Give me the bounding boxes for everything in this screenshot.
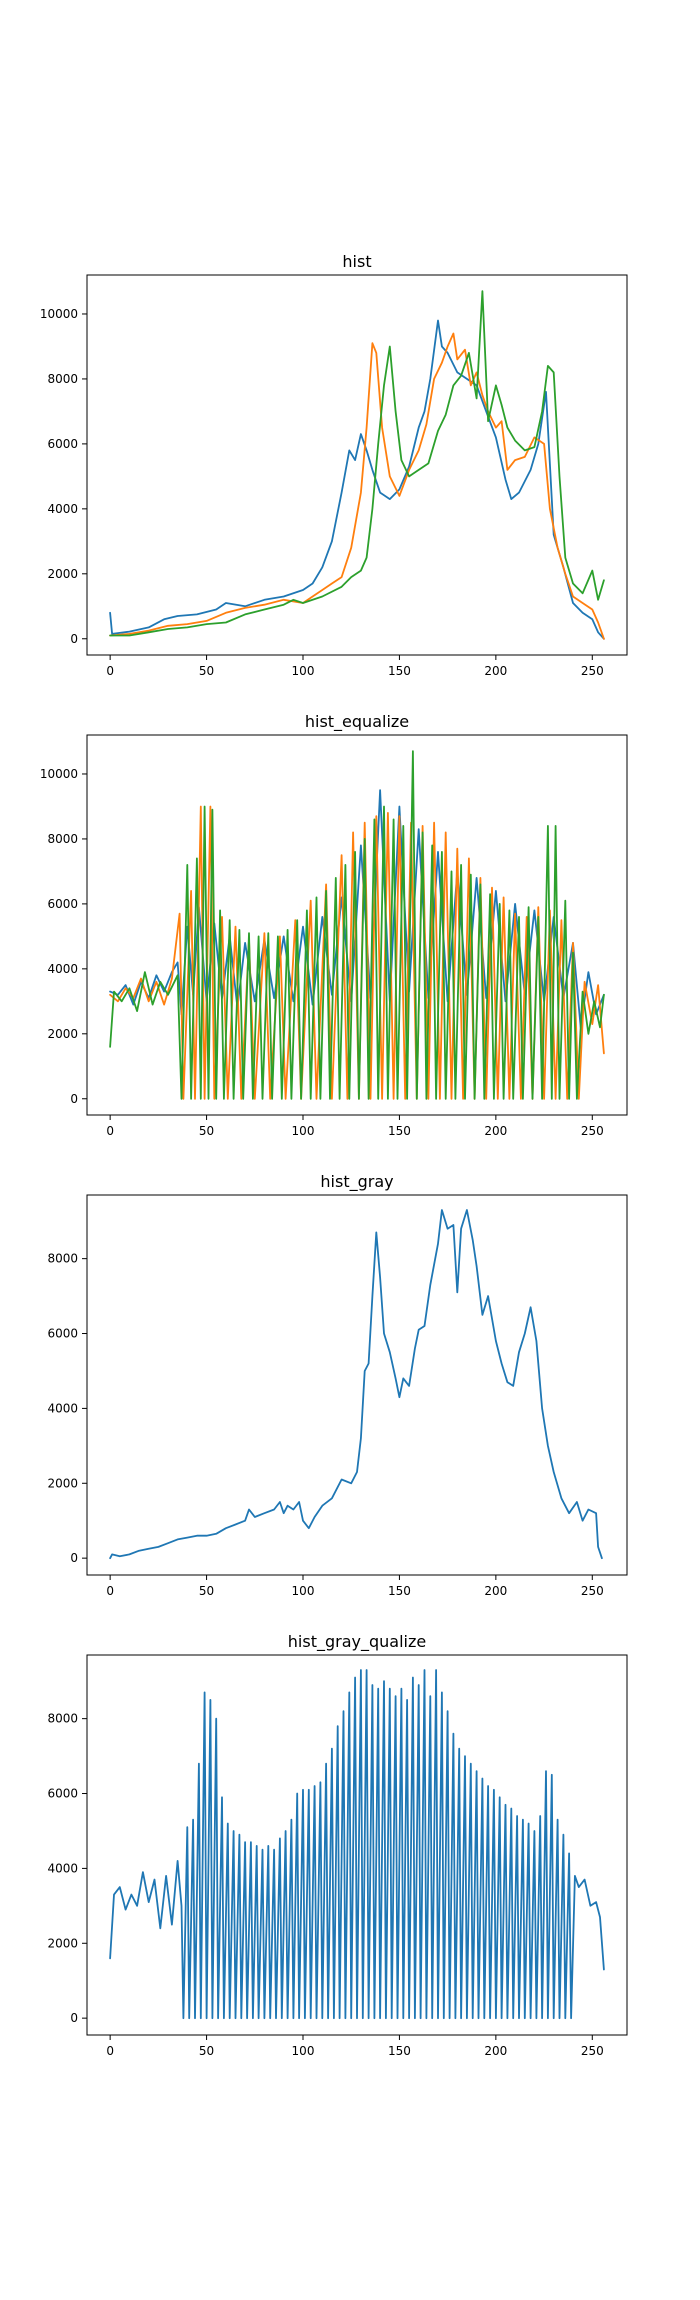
y-tick-label: 6000 (47, 1327, 78, 1341)
x-tick-label: 150 (388, 1584, 411, 1598)
x-tick-label: 150 (388, 2044, 411, 2058)
y-tick-label: 2000 (47, 1936, 78, 1950)
subplot-3: hist_gray 0 50 100 150 200 250 0 2000 4000 6000 800… (47, 1172, 628, 1598)
x-tick-label: 200 (484, 664, 507, 678)
plot-frame (86, 1654, 628, 2036)
x-tick-label: 200 (484, 1124, 507, 1138)
x-tick-label: 200 (484, 1584, 507, 1598)
plot-frame (86, 1194, 628, 1576)
y-tick-label: 10000 (40, 767, 78, 781)
x-tick-label: 50 (199, 1584, 214, 1598)
x-tick-label: 0 (106, 1584, 114, 1598)
x-tick-label: 200 (484, 2044, 507, 2058)
chart-title: hist_gray (320, 1172, 393, 1192)
series-line-2 (109, 332, 605, 640)
series-line-1 (109, 1669, 605, 2020)
plot-frame (86, 734, 628, 1116)
y-tick-label: 6000 (47, 437, 78, 451)
series-line-3 (109, 750, 605, 1100)
y-tick-label: 8000 (47, 1252, 78, 1266)
y-tick-label: 6000 (47, 1787, 78, 1801)
y-tick-label: 4000 (47, 1401, 78, 1415)
x-tick-label: 0 (106, 1124, 114, 1138)
chart-title: hist_gray_qualize (288, 1632, 426, 1652)
y-tick-label: 4000 (47, 962, 78, 976)
y-tick-label: 4000 (47, 1861, 78, 1875)
series-line-1 (109, 1209, 603, 1560)
subplot-2: hist_equalize 0 50 100 150 200 250 0 2000 4000 600… (40, 712, 628, 1138)
series-line-2 (109, 805, 605, 1100)
x-tick-label: 250 (581, 664, 604, 678)
x-tick-label: 150 (388, 664, 411, 678)
chart-title: hist (342, 252, 371, 271)
y-tick-label: 4000 (47, 502, 78, 516)
x-tick-label: 250 (581, 1124, 604, 1138)
y-tick-label: 2000 (47, 1027, 78, 1041)
y-tick-label: 6000 (47, 897, 78, 911)
x-tick-label: 100 (292, 1584, 315, 1598)
x-tick-label: 100 (292, 664, 315, 678)
y-tick-label: 8000 (47, 1712, 78, 1726)
subplot-4: hist_gray_qualize 0 50 100 150 200 250 0 2000 400… (47, 1632, 628, 2058)
y-tick-label: 0 (70, 1092, 78, 1106)
y-tick-label: 10000 (40, 307, 78, 321)
y-tick-label: 0 (70, 1551, 78, 1565)
y-tick-label: 0 (70, 632, 78, 646)
y-tick-label: 8000 (47, 372, 78, 386)
x-tick-label: 250 (581, 1584, 604, 1598)
y-tick-label: 2000 (47, 1476, 78, 1490)
series-line-3 (109, 290, 605, 637)
x-tick-label: 150 (388, 1124, 411, 1138)
x-tick-label: 100 (292, 1124, 315, 1138)
x-tick-label: 0 (106, 664, 114, 678)
y-tick-label: 8000 (47, 832, 78, 846)
plot-frame (86, 274, 628, 656)
x-tick-label: 50 (199, 1124, 214, 1138)
chart-title: hist_equalize (305, 712, 409, 732)
x-tick-label: 250 (581, 2044, 604, 2058)
x-tick-label: 50 (199, 2044, 214, 2058)
x-tick-label: 100 (292, 2044, 315, 2058)
x-tick-label: 50 (199, 664, 214, 678)
series-line-1 (109, 319, 605, 640)
y-tick-label: 2000 (47, 567, 78, 581)
subplot-1: hist 0 50 100 150 200 250 0 2000 4000 6000 8000 1000… (40, 252, 628, 678)
y-tick-label: 0 (70, 2011, 78, 2025)
x-tick-label: 0 (106, 2044, 114, 2058)
